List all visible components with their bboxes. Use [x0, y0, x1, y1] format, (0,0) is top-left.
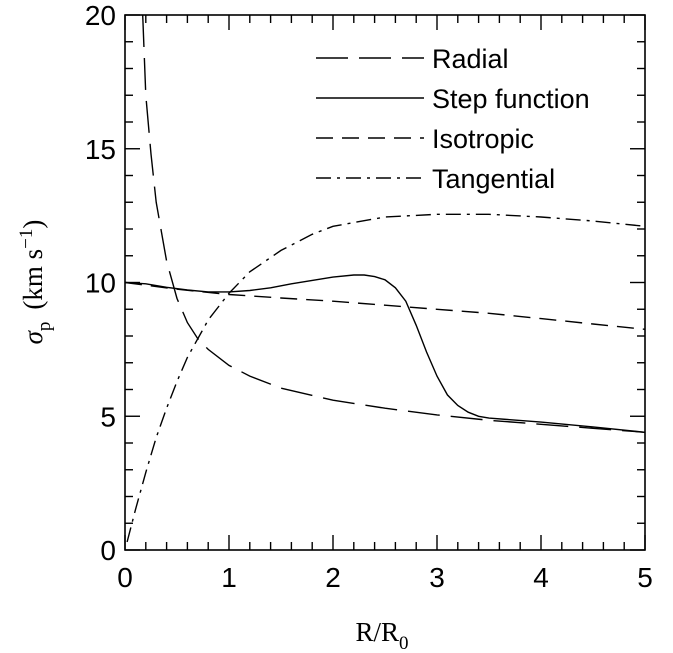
tick-marks [124, 14, 646, 551]
legend-label-step-function: Step function [432, 84, 590, 114]
x-tick-label: 3 [429, 562, 445, 593]
y-axis-label-unit-open: (km s [18, 249, 48, 310]
x-axis-label: R/R0 [355, 617, 408, 653]
series-line-radial [142, 15, 645, 433]
series-line-tangential [126, 213, 645, 543]
tick-labels: 0 1 2 3 4 5 0 5 10 15 20 [85, 0, 653, 593]
legend-label-radial: Radial [432, 44, 509, 74]
x-tick-label: 2 [325, 562, 341, 593]
x-axis-label-main: R/R [355, 617, 399, 647]
x-tick-label: 4 [533, 562, 549, 593]
y-axis-label-unit-close: ) [18, 220, 48, 229]
y-tick-label: 15 [85, 134, 116, 165]
plot-frame [124, 14, 646, 551]
y-tick-label: 10 [85, 268, 116, 299]
legend-label-tangential: Tangential [432, 164, 555, 194]
legend: Radial Step function Isotropic Tangential [316, 44, 590, 194]
y-axis-label-symbol: σ [18, 329, 48, 344]
series-line-isotropic [125, 281, 645, 330]
y-tick-label: 0 [100, 535, 116, 566]
x-tick-label: 0 [117, 562, 133, 593]
y-axis-label-subscript: p [34, 322, 55, 332]
x-axis-label-subscript: 0 [399, 633, 409, 653]
y-axis-label-unit-superscript: −1 [16, 229, 37, 249]
y-tick-label: 5 [100, 401, 116, 432]
x-tick-label: 5 [637, 562, 653, 593]
x-tick-label: 1 [221, 562, 237, 593]
series-line-step-function [125, 274, 645, 433]
legend-label-isotropic: Isotropic [432, 124, 534, 154]
y-axis-label: σp (km s−1) [16, 220, 55, 345]
y-tick-label: 20 [85, 0, 116, 31]
series-lines [125, 15, 645, 543]
